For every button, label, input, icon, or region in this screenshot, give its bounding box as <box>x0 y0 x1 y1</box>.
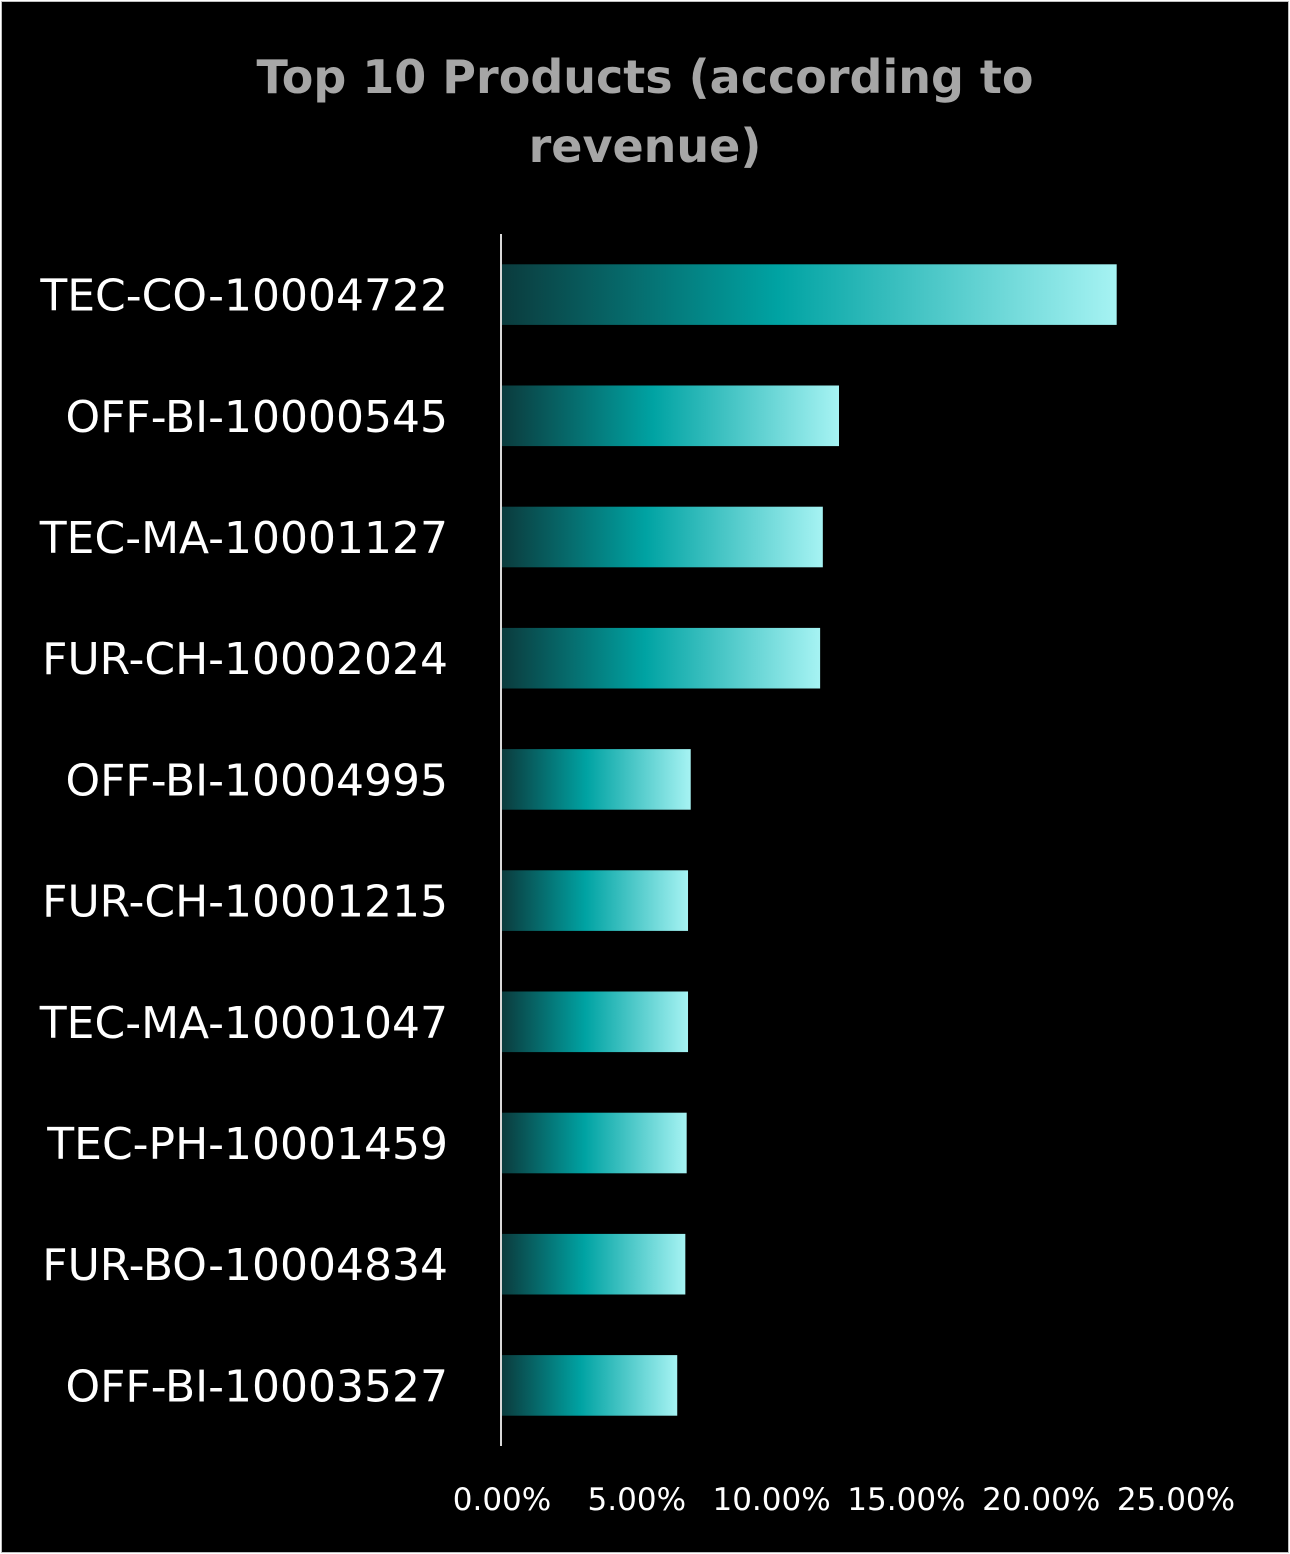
category-label: TEC-MA-10001047 <box>39 998 448 1049</box>
category-label: FUR-BO-10004834 <box>42 1240 448 1291</box>
category-label: TEC-PH-10001459 <box>46 1119 448 1170</box>
x-tick-label: 5.00% <box>588 1482 686 1518</box>
category-label: TEC-MA-10001127 <box>39 513 448 564</box>
x-tick-label: 0.00% <box>453 1482 551 1518</box>
chart-title-line-1: Top 10 Products (according to <box>256 50 1033 104</box>
bar-FUR-BO-10004834 <box>502 1234 685 1295</box>
bar-FUR-CH-10002024 <box>502 628 820 689</box>
x-tick-label: 20.00% <box>982 1482 1100 1518</box>
bar-OFF-BI-10004995 <box>502 749 691 810</box>
category-label: TEC-CO-10004722 <box>39 271 448 322</box>
category-label: OFF-BI-10003527 <box>65 1361 448 1412</box>
category-label: OFF-BI-10004995 <box>65 755 448 806</box>
x-tick-label: 10.00% <box>712 1482 830 1518</box>
bar-TEC-MA-10001127 <box>502 507 823 568</box>
bar-OFF-BI-10000545 <box>502 386 839 447</box>
bar-TEC-PH-10001459 <box>502 1113 687 1174</box>
category-label: FUR-CH-10001215 <box>42 877 448 928</box>
bar-TEC-CO-10004722 <box>502 264 1117 325</box>
x-tick-label: 25.00% <box>1117 1482 1235 1518</box>
category-label: OFF-BI-10000545 <box>65 392 448 443</box>
category-label: FUR-CH-10002024 <box>42 634 448 685</box>
bar-TEC-MA-10001047 <box>502 992 688 1053</box>
x-tick-label: 15.00% <box>847 1482 965 1518</box>
bar-OFF-BI-10003527 <box>502 1355 677 1416</box>
chart-title-line-2: revenue) <box>529 119 762 173</box>
bar-FUR-CH-10001215 <box>502 870 688 931</box>
